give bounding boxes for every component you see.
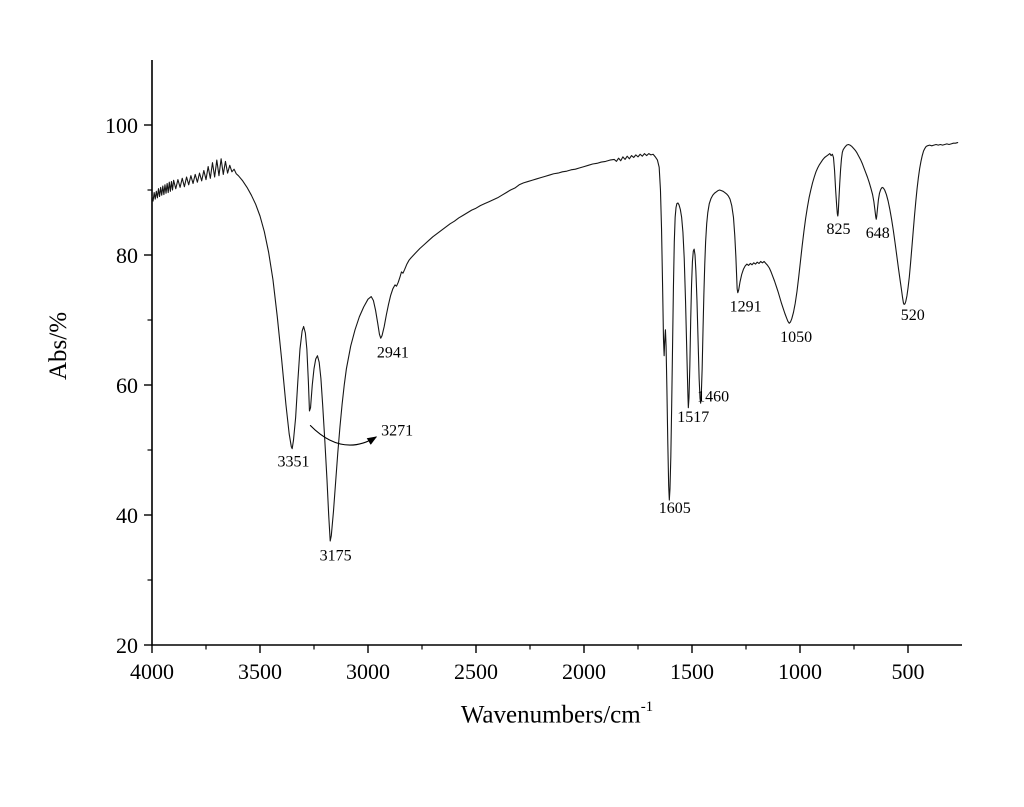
peak-label-3175: 3175 [320,548,352,565]
x-tick-label: 2500 [454,659,498,684]
peak-label-3351: 3351 [277,453,309,470]
axis-tick-labels: 4000 3500 3000 2500 2000 1500 1000 500 20 40 60 80 1… [105,113,925,684]
x-tick-label: 3000 [346,659,390,684]
y-tick-label: 20 [116,633,138,658]
x-tick-label: 1000 [778,659,822,684]
x-axis-title-text: Wavenumbers/cm [460,701,641,729]
y-tick-label: 40 [116,503,138,528]
annotation-arrow-3271 [309,424,378,446]
spectrum-trace [151,142,959,542]
peak-label-1050: 1050 [780,329,812,346]
peak-label-825: 825 [826,221,850,238]
peak-label-1605: 1605 [659,500,691,517]
peak-label-1517: 1517 [677,409,709,426]
x-axis-title-superscript: -1 [640,699,654,715]
axis-ticks [144,124,909,653]
x-tick-label: 1500 [670,659,714,684]
peak-label-2941: 2941 [377,345,409,362]
y-axis-title: Abs/% [45,311,72,381]
x-tick-label: 500 [892,659,925,684]
peak-label-1460: 1460 [697,388,729,405]
peak-annotations: 3351 3175 3271 2941 1605 1517 1460 1291 1050 825 6… [277,221,924,564]
ir-spectrum-line [151,142,959,542]
peak-label-520: 520 [901,307,925,324]
x-axis-title: Wavenumbers/cm-1 [152,699,962,729]
y-tick-label: 80 [116,243,138,268]
axes [151,60,962,646]
peak-label-648: 648 [866,225,890,242]
x-tick-label: 3500 [238,659,282,684]
y-tick-label: 100 [105,113,138,138]
x-tick-label: 4000 [130,659,174,684]
axis-lines [151,60,962,646]
peak-label-3271: 3271 [381,423,413,440]
peak-label-1291: 1291 [730,299,762,316]
y-tick-label: 60 [116,373,138,398]
x-tick-label: 2000 [562,659,606,684]
